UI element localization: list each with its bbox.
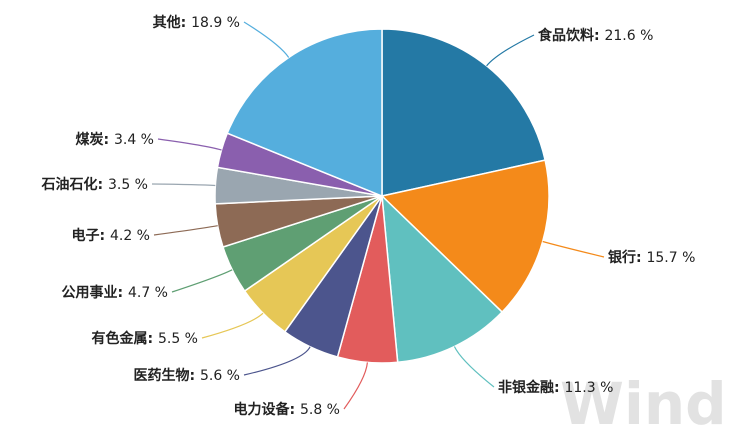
slice-label-value: 21.6 % [604,28,653,44]
leader-line [151,183,216,187]
slice-label: 电力设备: 5.8 % [233,401,340,418]
slice-label-name: 煤炭: [75,131,113,148]
slice-label-name: 电子: [71,227,109,244]
slice-label-value: 3.5 % [108,177,148,193]
slice-label-value: 4.2 % [110,228,150,244]
slice-label-name: 有色金属: [91,330,157,347]
slice-label: 公用事业: 4.7 % [61,284,168,301]
pie-slice [381,194,504,364]
slice-label-value: 15.7 % [646,250,695,266]
leader-line [343,362,368,410]
leader-line [243,346,311,376]
slice-label-value: 5.8 % [300,402,340,418]
slice-label-value: 3.4 % [114,132,154,148]
slice-label: 银行: 15.7 % [608,249,695,266]
leader-lines [151,21,605,410]
slice-label-value: 5.6 % [200,368,240,384]
slice-label-name: 石油石化: [40,176,107,193]
leader-line [486,34,535,67]
slice-label-name: 公用事业: [61,284,127,301]
leader-line [153,225,218,236]
slice-label-name: 银行: [608,249,646,266]
slice-label-name: 非银金融: [498,379,564,396]
pie-slice [380,159,550,314]
slice-label-value: 4.7 % [128,285,168,301]
pie-slices [214,28,550,364]
slice-label: 石油石化: 3.5 % [40,176,148,193]
slice-label-name: 电力设备: [233,401,299,418]
leader-line [243,21,290,58]
slice-label-name: 食品饮料: [538,27,604,44]
slice-label-name: 医药生物: [133,367,199,384]
slice-label: 医药生物: 5.6 % [133,367,240,384]
slice-label: 电子: 4.2 % [71,227,150,244]
slice-label: 煤炭: 3.4 % [75,131,154,148]
slice-label-value: 18.9 % [191,15,240,31]
slice-labels: 食品饮料: 21.6 % 银行: 15.7 % 非银金融: 11.3 % 电力设备: … [40,14,695,418]
leader-line [157,138,222,151]
slice-label: 其他: 18.9 % [153,14,240,31]
leader-line [542,240,605,258]
slice-label: 非银金融: 11.3 % [498,379,613,396]
pie-slice [226,28,383,198]
leader-line [453,346,495,388]
slice-label: 有色金属: 5.5 % [91,330,198,347]
slice-label: 食品饮料: 21.6 % [538,27,653,44]
leader-line [171,269,233,293]
slice-label-value: 5.5 % [158,331,198,347]
watermark-text: Wind [560,370,727,436]
slice-label-value: 11.3 % [564,380,613,396]
leader-line [201,312,264,339]
slice-label-name: 其他: [153,14,191,31]
